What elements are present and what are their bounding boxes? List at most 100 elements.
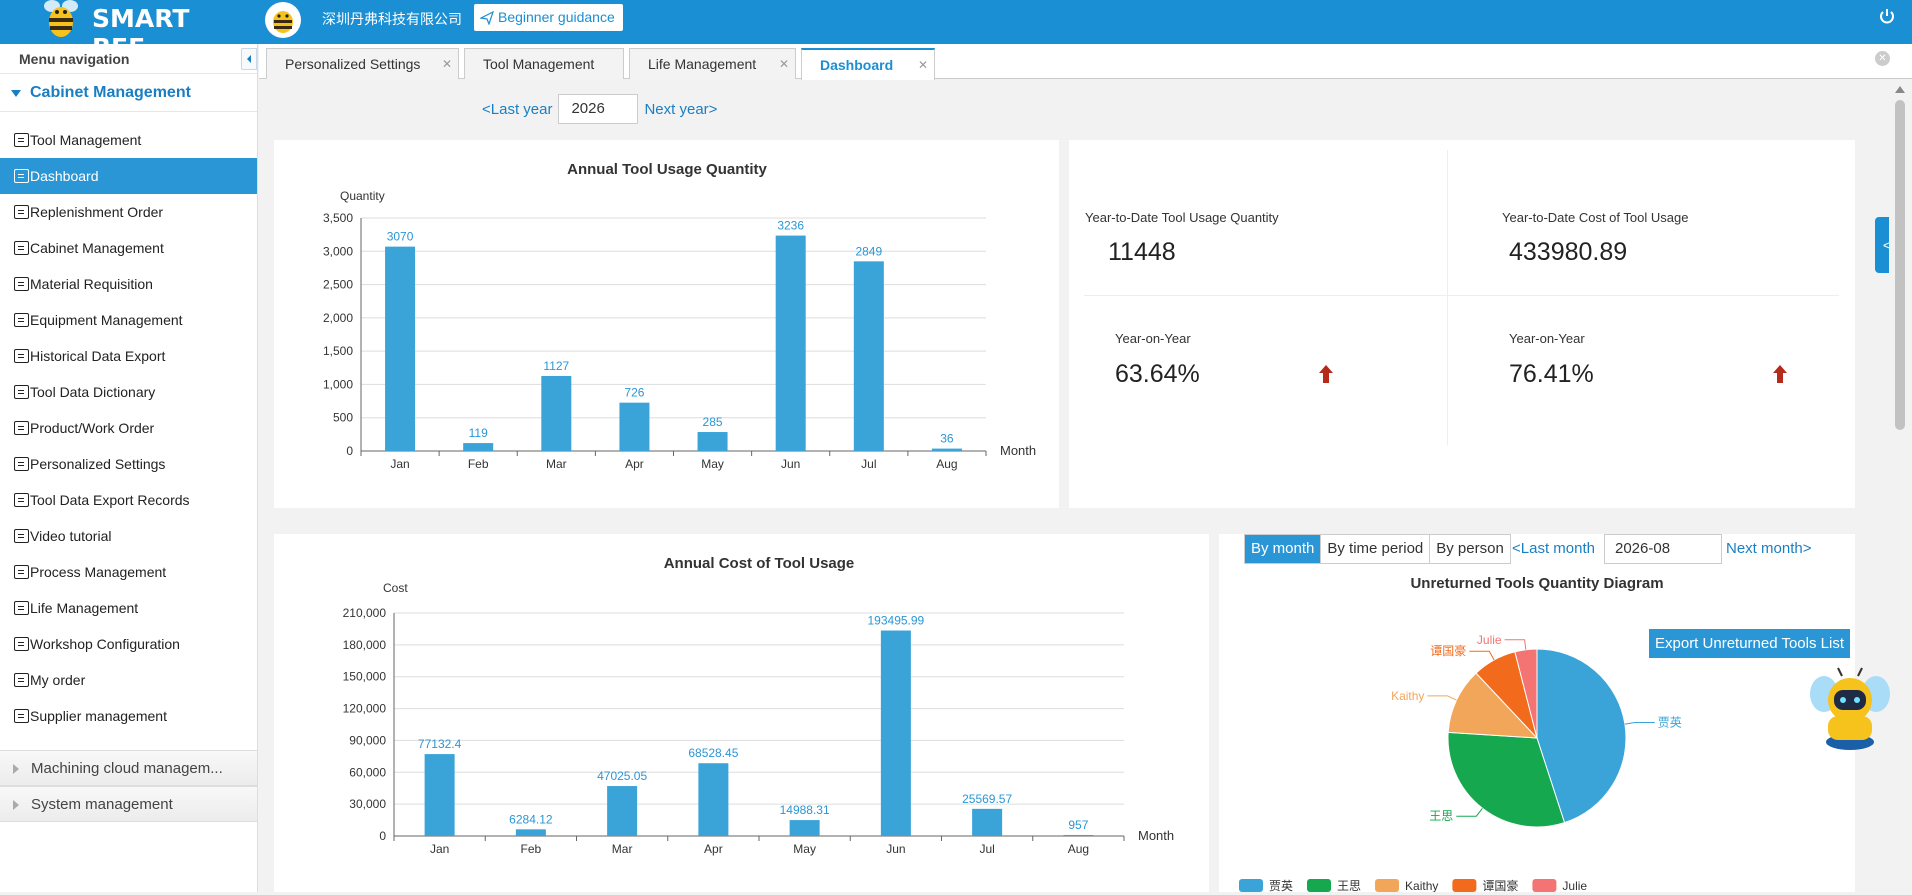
x-tick-label: May: [701, 457, 724, 471]
arrow-up-icon: [1773, 365, 1787, 383]
y-tick-label: 3,000: [323, 244, 353, 258]
power-icon[interactable]: [1878, 8, 1896, 26]
sidebar-group-system-management[interactable]: System management: [0, 786, 257, 822]
x-tick-label: Jul: [861, 457, 876, 471]
cabinet-icon: [14, 241, 29, 255]
beginner-guidance-button[interactable]: Beginner guidance: [474, 4, 623, 31]
by-person-button[interactable]: By person: [1430, 535, 1510, 563]
close-icon[interactable]: ✕: [441, 57, 452, 71]
x-tick-label: Feb: [521, 842, 542, 856]
sidebar-item-tool-data-dictionary[interactable]: Tool Data Dictionary: [0, 374, 257, 410]
ai-assistant-robot-icon[interactable]: [1808, 664, 1892, 752]
stats-panel: Year-to-Date Tool Usage Quantity 11448 Y…: [1069, 140, 1855, 508]
legend-label: 王思: [1337, 879, 1361, 892]
data-label: 119: [469, 426, 488, 440]
beginner-guidance-label: Beginner guidance: [498, 9, 615, 25]
menu-navigation-title: Menu navigation: [0, 44, 257, 74]
scroll-up-icon[interactable]: [1895, 86, 1905, 93]
ytd-cost-value: 433980.89: [1509, 238, 1628, 266]
requisition-icon: [14, 277, 29, 291]
sidebar-item-video-tutorial[interactable]: Video tutorial: [0, 518, 257, 554]
tab-dashboard[interactable]: Dashboard ✕: [801, 48, 935, 80]
pie-label-line: [1504, 639, 1527, 650]
y-tick-label: 120,000: [343, 702, 387, 716]
by-month-button[interactable]: By month: [1245, 535, 1322, 563]
last-year-link[interactable]: <Last year: [482, 100, 553, 118]
sidebar-item-label: Tool Data Export Records: [30, 492, 190, 508]
sidebar-item-tool-data-export-records[interactable]: Tool Data Export Records: [0, 482, 257, 518]
data-label: 14988.31: [780, 803, 830, 817]
legend-label: Julie: [1562, 879, 1587, 892]
scrollbar[interactable]: [1889, 80, 1912, 892]
year-input[interactable]: 2026: [558, 94, 639, 124]
cost-yoy-label: Year-on-Year: [1509, 331, 1585, 346]
bar: [424, 754, 455, 836]
unreturned-tools-panel: Unreturned Tools Quantity Diagram 贾英 王思 Kai…: [1219, 534, 1855, 893]
data-label: 25569.57: [962, 792, 1012, 806]
chart-title: Unreturned Tools Quantity Diagram: [1410, 575, 1663, 592]
sidebar-section-cabinet-management[interactable]: Cabinet Management: [0, 74, 257, 112]
sidebar: Menu navigation Cabinet Management Tool …: [0, 44, 258, 892]
sidebar-item-material-requisition[interactable]: Material Requisition: [0, 266, 257, 302]
logo: SMART BEE: [36, 0, 246, 62]
last-month-link[interactable]: <Last month: [1512, 540, 1595, 557]
next-month-link[interactable]: Next month>: [1726, 540, 1812, 557]
scrollbar-thumb[interactable]: [1895, 100, 1905, 430]
menu-navigation-label: Menu navigation: [19, 51, 130, 67]
x-axis-label: Month: [1000, 443, 1036, 458]
bar: [697, 432, 728, 451]
tab-label: Tool Management: [483, 56, 595, 72]
x-tick-label: Jul: [979, 842, 994, 856]
next-year-link[interactable]: Next year>: [644, 100, 718, 118]
sidebar-item-label: Process Management: [30, 564, 167, 580]
sidebar-item-personalized-settings[interactable]: Personalized Settings: [0, 446, 257, 482]
sidebar-item-product-work-order[interactable]: Product/Work Order: [0, 410, 257, 446]
x-tick-label: Mar: [612, 842, 633, 856]
sidebar-item-life-management[interactable]: Life Management: [0, 590, 257, 626]
video-icon: [14, 529, 29, 543]
divider: [1447, 150, 1448, 445]
export-unreturned-tools-button[interactable]: Export Unreturned Tools List: [1649, 629, 1850, 658]
sidebar-item-process-management[interactable]: Process Management: [0, 554, 257, 590]
y-tick-label: 90,000: [349, 733, 386, 747]
y-tick-label: 150,000: [343, 670, 387, 684]
y-tick-label: 0: [346, 444, 353, 458]
sidebar-item-workshop-configuration[interactable]: Workshop Configuration: [0, 626, 257, 662]
dictionary-icon: [14, 385, 29, 399]
tab-tool-management[interactable]: Tool Management: [464, 48, 624, 79]
sidebar-item-supplier-management[interactable]: Supplier management: [0, 698, 257, 734]
pie-label: Julie: [1477, 633, 1502, 647]
close-icon[interactable]: ✕: [778, 57, 789, 71]
life-icon: [14, 601, 29, 615]
data-label: 2849: [855, 244, 882, 258]
sidebar-collapse-button[interactable]: [241, 48, 257, 70]
sidebar-item-my-order[interactable]: My order: [0, 662, 257, 698]
supplier-icon: [14, 709, 29, 723]
pie-label: 王思: [1429, 809, 1453, 823]
pie-label: 贾英: [1658, 716, 1682, 730]
tab-life-management[interactable]: Life Management ✕: [629, 48, 796, 79]
sidebar-item-label: Cabinet Management: [30, 240, 164, 256]
sidebar-item-tool-management[interactable]: Tool Management: [0, 122, 257, 158]
x-tick-label: Jan: [430, 842, 449, 856]
sidebar-item-equipment-management[interactable]: Equipment Management: [0, 302, 257, 338]
sidebar-item-historical-data-export[interactable]: Historical Data Export: [0, 338, 257, 374]
sidebar-item-dashboard[interactable]: Dashboard: [0, 158, 257, 194]
close-all-tabs-icon[interactable]: ✕: [1875, 51, 1890, 66]
sidebar-item-label: Equipment Management: [30, 312, 183, 328]
pie-slice: [1536, 648, 1627, 824]
caret-right-icon: [13, 764, 19, 774]
sidebar-item-replenishment-order[interactable]: Replenishment Order: [0, 194, 257, 230]
close-icon[interactable]: ✕: [917, 58, 928, 72]
tab-personalized-settings[interactable]: Personalized Settings ✕: [266, 48, 459, 79]
sidebar-item-label: Supplier management: [30, 708, 167, 724]
y-tick-label: 3,500: [323, 211, 353, 225]
sidebar-item-cabinet-management[interactable]: Cabinet Management: [0, 230, 257, 266]
sidebar-item-label: Personalized Settings: [30, 456, 166, 472]
month-input[interactable]: 2026-08: [1604, 534, 1722, 564]
avatar[interactable]: [265, 2, 301, 38]
y-tick-label: 0: [379, 829, 386, 843]
data-label: 6284.12: [509, 812, 553, 826]
by-time-period-button[interactable]: By time period: [1321, 535, 1431, 563]
sidebar-group-machining-cloud[interactable]: Machining cloud managem...: [0, 750, 257, 786]
